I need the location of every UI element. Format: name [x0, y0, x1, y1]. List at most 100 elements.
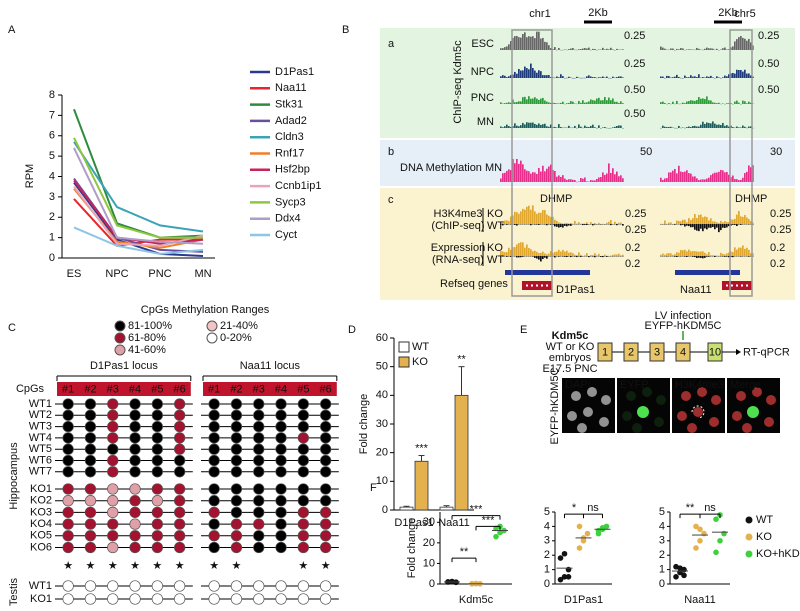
data-point [697, 538, 703, 544]
signal-bar [622, 77, 624, 78]
signal-bar [506, 224, 508, 225]
signal-bar [730, 256, 732, 258]
signal-bar [598, 97, 600, 104]
signal-bar [742, 71, 744, 78]
signal-bar [662, 47, 664, 50]
signal-bar [714, 221, 716, 224]
signal-bar [660, 102, 662, 104]
exon-box [675, 342, 691, 362]
signal-bar [610, 224, 612, 226]
data-point [717, 538, 723, 544]
signal-bar [726, 172, 728, 182]
signal-bar [688, 249, 690, 256]
signal-bar [502, 256, 504, 257]
signal-bar [694, 76, 696, 78]
signal-bar [660, 254, 662, 256]
signal-bar [526, 170, 528, 182]
methylation-dot [107, 593, 119, 605]
signal-bar [696, 178, 698, 182]
signal-bar [520, 70, 522, 78]
signal-bar [560, 224, 562, 228]
signal-bar [584, 255, 586, 256]
signal-bar [698, 180, 700, 182]
signal-bar [670, 126, 672, 128]
data-point [565, 574, 572, 580]
signal-bar [722, 77, 724, 78]
signal-bar [728, 103, 730, 104]
signal-bar [734, 73, 736, 78]
signal-bar [538, 70, 540, 78]
signal-bar [540, 252, 542, 256]
methylation-dot [84, 454, 97, 467]
methylation-dot [62, 409, 74, 421]
signal-bar [508, 247, 510, 256]
signal-bar [684, 103, 686, 104]
signal-bar [712, 102, 714, 104]
gene-name: Naa11 [680, 284, 712, 296]
signal-bar [560, 126, 562, 128]
signal-bar [708, 48, 710, 50]
signal-bar [566, 103, 568, 104]
y-tick-label: 10 [376, 475, 388, 487]
methylation-dot [253, 593, 265, 605]
signal-bar [662, 101, 664, 104]
signal-bar [662, 179, 664, 182]
signal-bar [706, 254, 708, 256]
signal-bar [578, 49, 580, 50]
signal-bar [736, 214, 738, 224]
methylation-dot [84, 420, 97, 433]
signal-bar [524, 169, 526, 182]
signal-bar [672, 254, 674, 256]
signal-bar [516, 36, 518, 50]
signal-bar [704, 224, 706, 229]
signal-bar [702, 217, 704, 224]
signal-bar [614, 174, 616, 182]
signal-bar [716, 48, 718, 50]
significance-star: ★ [232, 560, 242, 572]
signal-bar [612, 76, 614, 78]
legend-swatch [398, 341, 410, 353]
signal-bar [558, 175, 560, 182]
methylation-dot [253, 454, 265, 467]
signal-bar [546, 101, 548, 104]
methylation-dot [62, 541, 74, 554]
site-label: #6 [320, 383, 332, 395]
experiment-label: WT or KO [546, 341, 595, 353]
legend-label: KO+hKDM5C [756, 548, 800, 560]
signal-bar [714, 224, 716, 230]
methylation-dot [151, 593, 164, 605]
data-point [576, 523, 583, 530]
exon-label: 2 [628, 346, 634, 358]
signal-bar [558, 47, 560, 50]
signal-bar [686, 49, 688, 50]
methylation-dot [62, 454, 74, 467]
signal-bar [748, 256, 750, 257]
signal-bar [550, 102, 552, 104]
signal-bar [606, 173, 608, 182]
signal-bar [520, 211, 522, 224]
signal-bar [550, 216, 552, 224]
signal-bar [616, 254, 618, 256]
signal-bar [748, 126, 750, 128]
methylation-dot [253, 518, 265, 530]
methylation-dot [208, 443, 220, 455]
methylation-dot [253, 443, 265, 455]
signal-bar [508, 169, 510, 182]
methylation-dot [320, 454, 332, 467]
data-point [584, 530, 591, 537]
signal-bar [724, 172, 726, 182]
signal-bar [714, 256, 716, 257]
cell [622, 411, 632, 421]
signal-bar [740, 247, 742, 256]
signal-bar [748, 101, 750, 104]
signal-bar [530, 224, 532, 226]
signal-bar [746, 40, 748, 50]
signal-bar [696, 251, 698, 256]
data-point [721, 530, 727, 537]
signal-bar [724, 75, 726, 78]
signal-bar [706, 178, 708, 182]
signal-bar [724, 47, 726, 50]
track-group-label: Expression [431, 242, 485, 254]
signal-bar [698, 224, 700, 232]
signal-bar [560, 74, 562, 78]
